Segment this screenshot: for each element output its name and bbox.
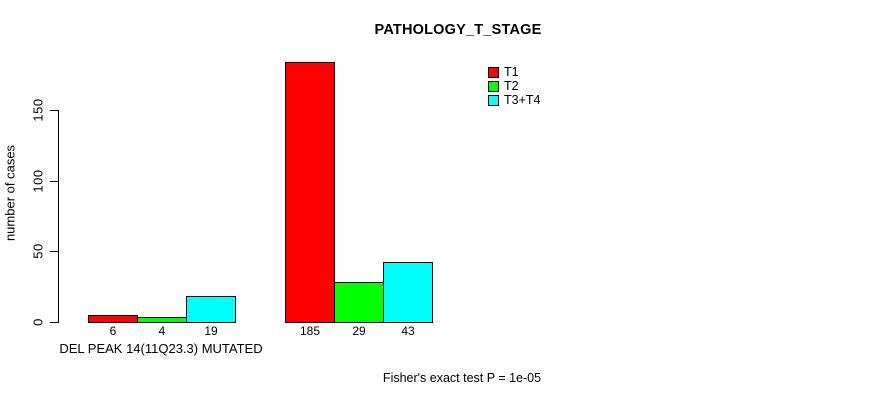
- bar-t2: [334, 282, 384, 323]
- bar-t3-t4: [186, 296, 236, 323]
- y-tick-label: 0: [30, 318, 46, 326]
- y-axis-title: number of cases: [2, 144, 18, 242]
- bar-t2: [137, 317, 187, 323]
- bar-value-label: 43: [401, 324, 415, 338]
- legend-swatch: [488, 95, 499, 106]
- bar-value-label: 6: [109, 324, 117, 338]
- legend-label: T2: [504, 79, 519, 93]
- legend-swatch: [488, 67, 499, 78]
- x-category-label: DEL PEAK 14(11Q23.3) MUTATED: [59, 341, 263, 356]
- bar-value-label: 185: [299, 324, 321, 338]
- y-tick-label: 100: [30, 169, 46, 193]
- legend-item: T1: [488, 65, 540, 79]
- legend-item: T3+T4: [488, 93, 541, 107]
- legend-label: T1: [504, 65, 519, 79]
- chart-title: PATHOLOGY_T_STAGE: [374, 22, 542, 38]
- y-tick-label: 150: [30, 98, 46, 122]
- legend: T1 T2 T3+T4: [488, 65, 541, 107]
- bar-t3-t4: [383, 262, 433, 323]
- y-tick: [50, 110, 58, 111]
- bar-value-label: 4: [158, 324, 166, 338]
- legend-swatch: [488, 81, 499, 92]
- bar-t1: [285, 62, 335, 323]
- legend-item: T2: [488, 79, 540, 93]
- bar-value-label: 19: [204, 324, 218, 338]
- legend-label: T3+T4: [504, 93, 541, 107]
- y-tick: [50, 181, 58, 182]
- fisher-test-annotation: Fisher's exact test P = 1e-05: [382, 371, 542, 385]
- bar-value-label: 29: [352, 324, 366, 338]
- y-axis-line: [58, 110, 59, 323]
- bar-t1: [88, 315, 138, 323]
- y-tick-label: 50: [30, 243, 46, 259]
- y-tick: [50, 322, 58, 323]
- y-tick: [50, 251, 58, 252]
